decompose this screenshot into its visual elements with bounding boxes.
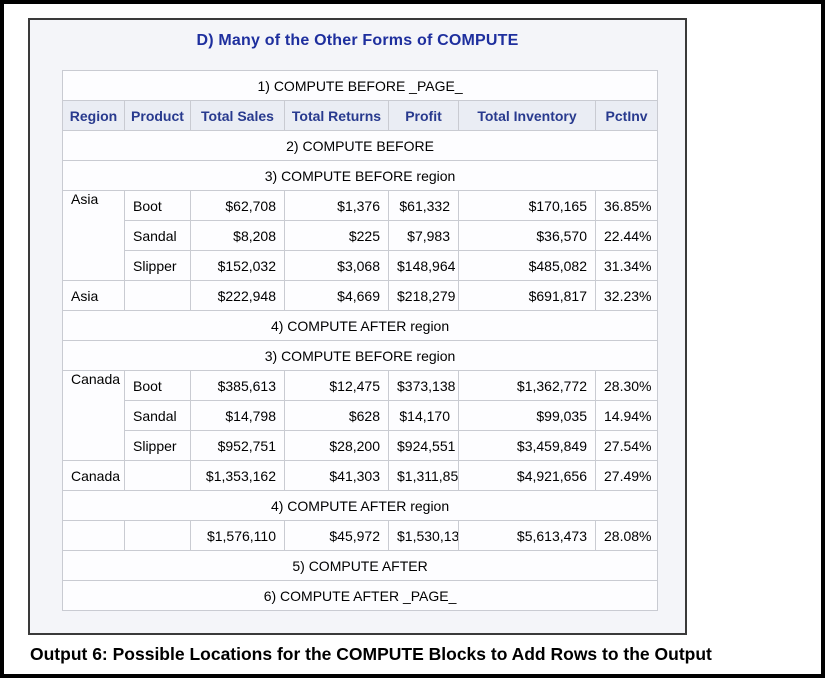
cell-pctinv: 14.94% (594, 400, 659, 431)
band-row: 3) COMPUTE BEFORE region (61, 160, 659, 191)
table-row: Slipper $152,032 $3,068 $148,964 $485,08… (63, 250, 659, 281)
cell-total-sales: $152,032 (190, 250, 285, 281)
cell-profit: $924,551 (388, 430, 459, 461)
cell-product: Slipper (124, 430, 191, 461)
col-header-total-sales: Total Sales (190, 100, 285, 131)
cell-profit: $148,964 (388, 250, 459, 281)
cell-profit: $7,983 (388, 220, 459, 251)
band-compute-after: 5) COMPUTE AFTER (61, 550, 659, 581)
cell-profit: $373,138 (388, 370, 459, 401)
cell-total-sales: $1,353,162 (190, 460, 285, 491)
cell-total-returns: $4,669 (284, 280, 389, 311)
cell-profit: $1,530,138 (388, 520, 459, 551)
grand-total-row: $1,576,110 $45,972 $1,530,138 $5,613,473… (62, 520, 659, 551)
band-compute-before: 2) COMPUTE BEFORE (61, 130, 659, 161)
cell-profit: $218,279 (388, 280, 459, 311)
band-compute-after-region: 4) COMPUTE AFTER region (61, 490, 659, 521)
cell-product: Boot (124, 370, 191, 401)
col-header-product: Product (124, 100, 191, 131)
cell-total-returns: $12,475 (284, 370, 389, 401)
band-compute-after-region: 4) COMPUTE AFTER region (61, 310, 659, 341)
header-row: Region Product Total Sales Total Returns… (62, 100, 659, 131)
col-header-total-inventory: Total Inventory (458, 100, 596, 131)
band-row: 3) COMPUTE BEFORE region (61, 340, 659, 371)
report-table: 1) COMPUTE BEFORE _PAGE_ Region Product … (61, 70, 659, 611)
cell-total-sales: $952,751 (190, 430, 285, 461)
cell-region: Asia (62, 280, 125, 311)
col-header-profit: Profit (388, 100, 459, 131)
cell-total-sales: $14,798 (190, 400, 285, 431)
col-header-total-returns: Total Returns (284, 100, 389, 131)
cell-region: Canada (62, 370, 125, 461)
cell-product: Slipper (124, 250, 191, 281)
cell-total-returns: $45,972 (284, 520, 389, 551)
cell-pctinv: 31.34% (594, 250, 659, 281)
cell-total-inventory: $5,613,473 (458, 520, 596, 551)
cell-pctinv: 28.30% (594, 370, 659, 401)
cell-empty (124, 460, 191, 491)
cell-total-inventory: $4,921,656 (458, 460, 596, 491)
cell-total-returns: $41,303 (284, 460, 389, 491)
cell-product: Boot (124, 190, 191, 221)
cell-pctinv: 27.54% (594, 430, 659, 461)
cell-total-sales: $385,613 (190, 370, 285, 401)
cell-empty (124, 520, 191, 551)
cell-total-returns: $628 (284, 400, 389, 431)
cell-total-returns: $28,200 (284, 430, 389, 461)
cell-total-returns: $3,068 (284, 250, 389, 281)
cell-region: Asia (62, 190, 125, 281)
cell-pctinv: 22.44% (594, 220, 659, 251)
cell-total-returns: $225 (284, 220, 389, 251)
cell-empty (62, 520, 125, 551)
table-row: Sandal $14,798 $628 $14,170 $99,035 14.9… (63, 400, 659, 431)
cell-total-sales: $222,948 (190, 280, 285, 311)
cell-total-sales: $1,576,110 (190, 520, 285, 551)
cell-pctinv: 28.08% (594, 520, 659, 551)
cell-profit: $1,311,859 (388, 460, 459, 491)
cell-product: Sandal (124, 400, 191, 431)
cell-total-inventory: $99,035 (458, 400, 596, 431)
col-header-pctinv: PctInv (594, 100, 659, 131)
cell-total-inventory: $3,459,849 (458, 430, 596, 461)
cell-total-inventory: $485,082 (458, 250, 596, 281)
band-compute-before-page: 1) COMPUTE BEFORE _PAGE_ (61, 70, 659, 101)
cell-pctinv: 36.85% (594, 190, 659, 221)
cell-total-inventory: $1,362,772 (458, 370, 596, 401)
table-row: Asia Boot $62,708 $1,376 $61,332 $170,16… (62, 190, 659, 281)
cell-total-sales: $62,708 (190, 190, 285, 221)
cell-profit: $14,170 (388, 400, 459, 431)
band-row: 5) COMPUTE AFTER (61, 550, 659, 581)
band-row: 4) COMPUTE AFTER region (61, 310, 659, 341)
table-row: Sandal $8,208 $225 $7,983 $36,570 22.44% (63, 220, 659, 251)
cell-total-inventory: $691,817 (458, 280, 596, 311)
cell-region: Canada (62, 460, 125, 491)
cell-pctinv: 27.49% (594, 460, 659, 491)
cell-product: Sandal (124, 220, 191, 251)
cell-profit: $61,332 (388, 190, 459, 221)
band-compute-before-region: 3) COMPUTE BEFORE region (61, 340, 659, 371)
table-row: Canada Boot $385,613 $12,475 $373,138 $1… (62, 370, 659, 461)
band-row: 4) COMPUTE AFTER region (61, 490, 659, 521)
cell-pctinv: 32.23% (594, 280, 659, 311)
band-compute-before-region: 3) COMPUTE BEFORE region (61, 160, 659, 191)
col-header-region: Region (62, 100, 125, 131)
sas-output-box: D) Many of the Other Forms of COMPUTE 1)… (28, 18, 687, 635)
region-total-row: Asia $222,948 $4,669 $218,279 $691,817 3… (62, 280, 659, 311)
band-row: 6) COMPUTE AFTER _PAGE_ (61, 580, 659, 611)
cell-total-inventory: $170,165 (458, 190, 596, 221)
cell-total-returns: $1,376 (284, 190, 389, 221)
cell-total-inventory: $36,570 (458, 220, 596, 251)
table-row: Slipper $952,751 $28,200 $924,551 $3,459… (63, 430, 659, 461)
band-compute-after-page: 6) COMPUTE AFTER _PAGE_ (61, 580, 659, 611)
band-row: 2) COMPUTE BEFORE (61, 130, 659, 161)
output-title: D) Many of the Other Forms of COMPUTE (196, 32, 519, 49)
figure-caption: Output 6: Possible Locations for the COM… (30, 644, 712, 664)
cell-empty (124, 280, 191, 311)
region-total-row: Canada $1,353,162 $41,303 $1,311,859 $4,… (62, 460, 659, 491)
cell-total-sales: $8,208 (190, 220, 285, 251)
band-row: 1) COMPUTE BEFORE _PAGE_ (61, 70, 659, 101)
